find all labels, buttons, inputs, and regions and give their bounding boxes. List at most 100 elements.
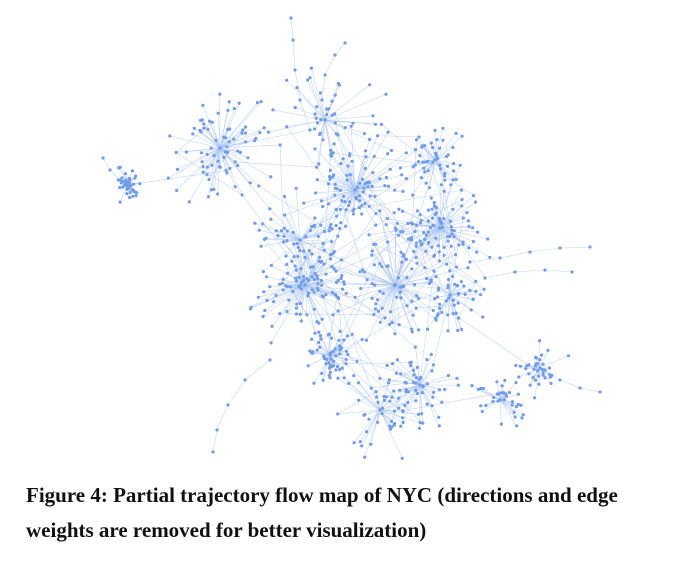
node — [406, 400, 410, 405]
node — [201, 103, 205, 107]
edge — [299, 239, 314, 268]
edge — [398, 235, 485, 290]
edge — [338, 298, 345, 378]
node — [316, 288, 320, 292]
node — [388, 322, 392, 326]
node — [516, 392, 521, 396]
node — [437, 216, 441, 220]
node — [429, 352, 433, 356]
edge — [439, 209, 454, 229]
node — [301, 275, 306, 279]
edge — [326, 362, 410, 365]
edge — [394, 284, 434, 311]
node — [303, 255, 307, 260]
node — [313, 271, 317, 276]
node — [508, 390, 512, 395]
node — [332, 267, 336, 271]
node — [281, 288, 285, 292]
edge — [439, 227, 441, 261]
node — [456, 383, 460, 387]
node — [417, 426, 421, 430]
node — [226, 403, 230, 407]
edge — [369, 181, 403, 287]
node — [319, 337, 323, 341]
node — [278, 312, 282, 316]
node — [418, 421, 422, 425]
node — [393, 226, 397, 230]
node — [446, 283, 450, 287]
node — [330, 290, 335, 295]
edge — [337, 409, 381, 415]
node — [358, 440, 362, 444]
node — [216, 159, 220, 163]
node — [166, 176, 170, 180]
node — [261, 270, 265, 274]
node — [328, 366, 332, 370]
node — [201, 170, 205, 174]
node — [340, 287, 345, 291]
node — [543, 368, 547, 372]
node — [446, 153, 450, 157]
node — [101, 156, 105, 160]
node — [332, 250, 336, 254]
edge — [176, 147, 221, 153]
edge — [324, 119, 331, 151]
edge — [449, 284, 455, 296]
edge — [219, 144, 281, 149]
edge — [366, 182, 417, 247]
edge — [355, 284, 396, 298]
node — [392, 211, 396, 215]
node — [355, 359, 359, 363]
node — [411, 313, 415, 317]
edge — [285, 285, 356, 298]
node — [330, 99, 334, 103]
node — [199, 151, 203, 155]
edge — [528, 373, 539, 377]
node — [342, 280, 346, 284]
node — [424, 233, 428, 237]
edge — [332, 284, 396, 316]
edge — [318, 119, 326, 164]
node — [466, 219, 470, 223]
node — [437, 259, 441, 263]
node — [328, 168, 332, 172]
edge — [219, 129, 244, 149]
node — [431, 395, 435, 399]
node — [537, 374, 541, 378]
node — [406, 221, 410, 225]
node — [351, 121, 355, 125]
node — [334, 280, 339, 284]
node — [124, 172, 128, 176]
node — [363, 202, 367, 206]
edge — [330, 170, 356, 191]
edge — [449, 281, 476, 296]
node — [318, 132, 322, 137]
node — [373, 122, 378, 126]
node — [293, 264, 297, 268]
node — [371, 114, 375, 118]
edge — [394, 284, 398, 298]
node — [206, 195, 211, 199]
node — [315, 121, 320, 125]
node — [274, 229, 278, 233]
node — [427, 281, 431, 286]
node — [343, 200, 347, 204]
edge — [381, 384, 421, 415]
node — [372, 263, 376, 267]
node — [282, 234, 286, 238]
node — [396, 276, 400, 280]
node — [434, 154, 439, 158]
node — [414, 241, 418, 245]
node — [323, 73, 327, 77]
node — [333, 292, 338, 297]
node — [400, 284, 404, 288]
edge — [439, 189, 462, 229]
node — [452, 234, 456, 239]
node — [468, 288, 472, 292]
node — [339, 258, 343, 262]
node — [428, 226, 433, 230]
node — [443, 174, 447, 178]
edge — [201, 147, 221, 154]
node — [338, 347, 342, 351]
edge — [398, 227, 441, 236]
